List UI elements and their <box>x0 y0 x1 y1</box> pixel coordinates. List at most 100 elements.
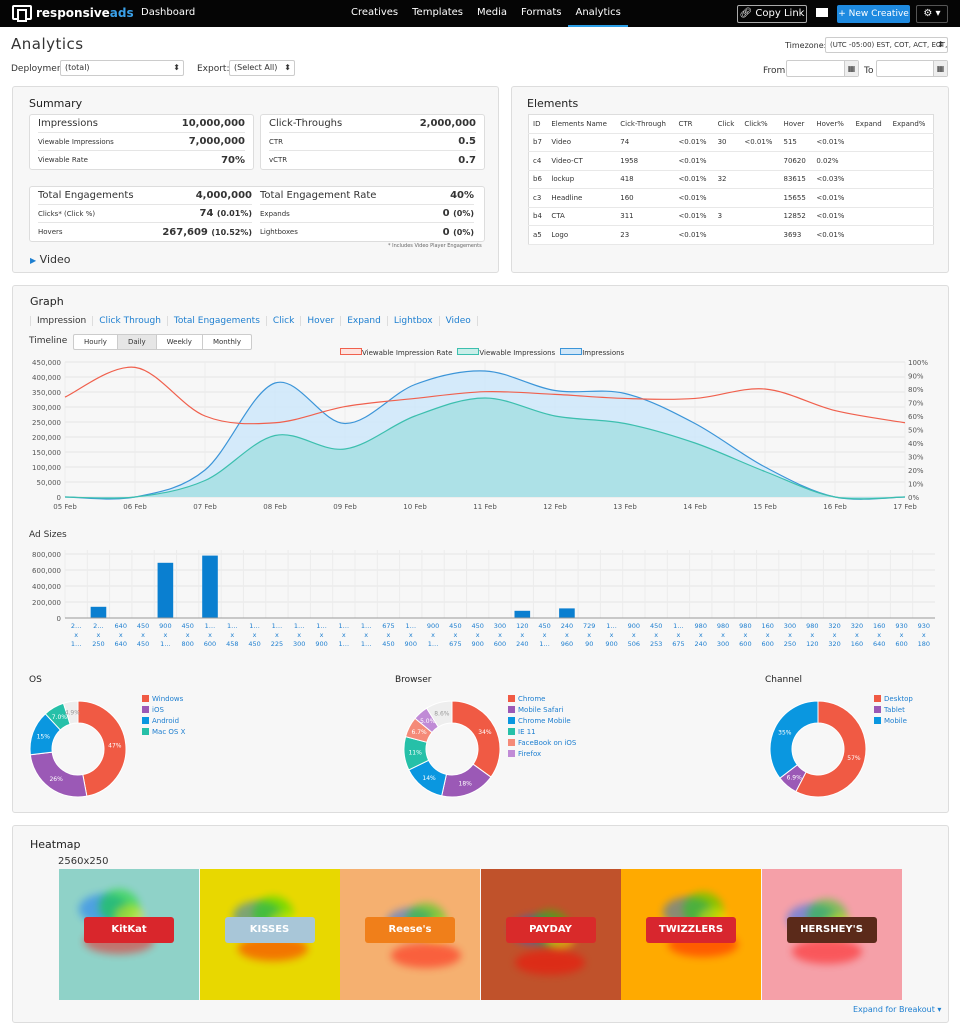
x-tick-label: 600 <box>761 640 773 648</box>
heatmap-panel-5[interactable]: TWIZZLERS <box>621 869 761 1000</box>
x-tick-separator: x <box>900 631 904 639</box>
calendar-icon[interactable]: ▦ <box>844 61 858 76</box>
pie-slice[interactable] <box>426 700 453 728</box>
heatmap-panel-6[interactable]: HERSHEY'S <box>761 869 902 1000</box>
new-creative-button[interactable]: + New Creative <box>837 5 910 23</box>
elements-table: ID Elements Name Cick-Through CTR Click Click… <box>528 114 934 245</box>
tab-click[interactable]: Click <box>265 316 300 326</box>
y2-tick-label: 20% <box>908 467 924 475</box>
legend-item[interactable]: Impressions <box>560 348 624 357</box>
x-tick-label: 980 <box>806 622 818 630</box>
metric-value: 4,000,000 <box>196 190 252 201</box>
metric-value: 0 (0%) <box>443 208 474 219</box>
column-header: ID <box>528 114 548 134</box>
legend-item[interactable]: iOS <box>142 704 185 715</box>
legend-item[interactable]: Chrome Mobile <box>508 715 576 726</box>
timezone-select[interactable]: (UTC -05:00) EST, COT, ACT, ECT, C <box>825 37 948 53</box>
copy-link-button[interactable]: 🔗︎ Copy Link <box>737 5 807 23</box>
heatmap-panel-4[interactable]: PAYDAY <box>480 869 621 1000</box>
tab-expand[interactable]: Expand <box>340 316 387 326</box>
to-date-input[interactable]: ▦ <box>876 60 948 77</box>
x-tick-separator: x <box>543 631 547 639</box>
pie-slice[interactable] <box>451 700 501 778</box>
nav-media[interactable]: Media <box>476 7 508 18</box>
legend-item[interactable]: Windows <box>142 693 185 704</box>
x-tick-label: 250 <box>92 640 104 648</box>
summary-row: Expands 0 (0%) <box>260 205 474 223</box>
table-cell: <0.01% <box>812 188 852 208</box>
bar[interactable] <box>157 562 174 618</box>
legend-item[interactable]: Desktop <box>874 693 913 704</box>
deployment-select[interactable]: (total) <box>60 60 184 76</box>
legend-item[interactable]: IE 11 <box>508 726 576 737</box>
legend-item[interactable]: Tablet <box>874 704 913 715</box>
period-weekly[interactable]: Weekly <box>157 335 203 349</box>
metric-percent: (0.01%) <box>216 209 252 218</box>
pie-slice[interactable] <box>795 700 867 798</box>
bar[interactable] <box>202 555 218 618</box>
legend-label: IE 11 <box>518 727 536 736</box>
tab-impression[interactable]: Impression <box>30 316 92 326</box>
metric-value: 7,000,000 <box>189 136 245 147</box>
slice-label: 35% <box>778 730 792 737</box>
summary-row: Clicks* (Click %) 74 (0.01%) <box>38 205 252 223</box>
table-cell: Headline <box>547 188 617 208</box>
legend-item[interactable]: Viewable Impression Rate <box>340 348 452 357</box>
table-row: a5 Logo 23 <0.01% 3693 <0.01% <box>528 225 934 245</box>
x-tick-label: 1… <box>71 640 82 648</box>
tab-hover[interactable]: Hover <box>300 316 340 326</box>
legend-item[interactable]: Android <box>142 715 185 726</box>
table-cell: 160 <box>616 188 675 208</box>
slice-label: 7.0% <box>52 714 68 721</box>
calendar-icon[interactable]: ▦ <box>933 61 947 76</box>
tab-click-through[interactable]: Click Through <box>92 316 167 326</box>
period-hourly[interactable]: Hourly <box>74 335 118 349</box>
pie-slice[interactable] <box>77 700 127 797</box>
y-tick-label: 600,000 <box>32 567 61 575</box>
export-select[interactable]: (Select All) <box>229 60 295 76</box>
legend-item[interactable]: Mobile <box>874 715 913 726</box>
nav-dashboard[interactable]: Dashboard <box>141 7 196 18</box>
heatmap-panel-2[interactable]: KISSES <box>199 869 340 1000</box>
x-tick-separator: x <box>364 631 368 639</box>
x-tick-separator: x <box>498 631 502 639</box>
x-tick-label: 12 Feb <box>543 503 567 511</box>
bar[interactable] <box>559 608 575 618</box>
legend-item[interactable]: Chrome <box>508 693 576 704</box>
nav-templates[interactable]: Templates <box>412 7 463 18</box>
from-date-input[interactable]: ▦ <box>786 60 859 77</box>
heatmap-panel-1[interactable]: KitKat <box>59 869 199 1000</box>
legend-item[interactable]: Viewable Impressions <box>457 348 555 357</box>
pie-slice[interactable] <box>62 700 79 725</box>
bar[interactable] <box>90 606 107 618</box>
logo[interactable]: responsive ads <box>12 5 134 22</box>
legend-item[interactable]: Firefox <box>508 748 576 759</box>
channel-pie-chart: Channel 57% 6.9% 35% <box>765 675 867 798</box>
settings-gear-button[interactable]: ⚙ ▾ <box>916 5 948 23</box>
x-tick-label: 900 <box>405 640 417 648</box>
tab-lightbox[interactable]: Lightbox <box>386 316 439 326</box>
expand-breakout-link[interactable]: Expand for Breakout ▾ <box>853 1005 942 1014</box>
period-daily[interactable]: Daily <box>117 335 157 349</box>
video-toggle[interactable]: ▶ Video <box>30 253 70 266</box>
legend-item[interactable]: Mac OS X <box>142 726 185 737</box>
nav-analytics[interactable]: Analytics <box>568 0 628 27</box>
x-tick-separator: x <box>141 631 145 639</box>
mail-icon[interactable] <box>816 8 828 17</box>
bar[interactable] <box>514 610 531 618</box>
period-monthly[interactable]: Monthly <box>212 338 241 346</box>
nav-formats[interactable]: Formats <box>521 7 562 18</box>
nav-creatives[interactable]: Creatives <box>351 7 399 18</box>
legend-item[interactable]: FaceBook on iOS <box>508 737 576 748</box>
pie-slice[interactable] <box>769 700 819 779</box>
tab-total-engagements[interactable]: Total Engagements <box>166 316 266 326</box>
y2-tick-label: 60% <box>908 413 924 421</box>
heatmap-panel-3[interactable]: Reese's <box>340 869 480 1000</box>
pie-slice[interactable] <box>29 751 88 798</box>
x-tick-label: 240 <box>561 622 573 630</box>
x-tick-label: 640 <box>115 640 127 648</box>
x-tick-label: 960 <box>561 640 573 648</box>
candy-image: KitKat <box>84 917 174 943</box>
legend-item[interactable]: Mobile Safari <box>508 704 576 715</box>
tab-video[interactable]: Video <box>438 316 477 326</box>
